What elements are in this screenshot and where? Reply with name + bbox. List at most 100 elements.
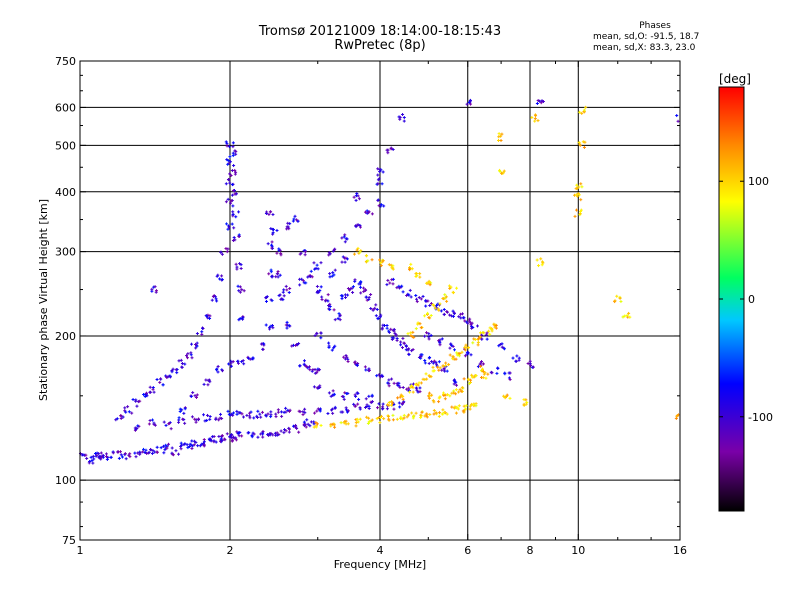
data-point-o <box>358 407 362 411</box>
data-point-x <box>414 327 418 331</box>
data-point-o <box>193 394 197 398</box>
data-point-x <box>366 421 370 425</box>
data-point-o <box>425 331 429 335</box>
data-point-o <box>120 455 124 459</box>
data-point-x <box>391 264 395 268</box>
data-point-o <box>449 342 453 346</box>
data-point-o <box>319 336 323 340</box>
data-point-x <box>409 384 413 388</box>
data-point-o <box>197 417 201 421</box>
data-point-o <box>220 278 224 282</box>
data-point-x <box>464 407 468 411</box>
data-point-x <box>408 390 412 394</box>
x-tick-label: 2 <box>227 544 234 557</box>
data-point-o <box>184 354 188 358</box>
data-point-x <box>535 258 539 262</box>
data-point-o <box>342 397 346 401</box>
data-point-o <box>265 295 269 299</box>
data-point-o <box>388 281 392 285</box>
data-point-o <box>308 368 312 372</box>
data-point-x <box>486 372 490 376</box>
data-point-o <box>431 361 435 365</box>
data-point-o <box>484 333 488 337</box>
data-point-x <box>472 375 476 379</box>
data-point-o <box>239 263 243 267</box>
data-point-o <box>238 262 242 266</box>
data-point-o <box>352 402 356 406</box>
data-point-o <box>175 371 179 375</box>
data-point-x <box>469 378 473 382</box>
data-point-o <box>287 409 291 413</box>
data-point-o <box>326 412 330 416</box>
data-point-o <box>402 119 406 123</box>
data-point-o <box>364 288 368 292</box>
data-point-x <box>534 114 538 118</box>
data-point-o <box>214 297 218 301</box>
data-point-o <box>195 332 199 336</box>
data-point-x <box>457 404 461 408</box>
data-point-o <box>340 394 344 398</box>
data-point-x <box>467 382 471 386</box>
data-point-o <box>285 227 289 231</box>
data-point-x <box>458 351 462 355</box>
phase-stats-heading: Phases <box>639 21 671 31</box>
data-point-o <box>330 274 334 278</box>
data-point-o <box>409 295 413 299</box>
data-point-o <box>95 453 99 457</box>
data-point-o <box>320 298 324 302</box>
data-point-x <box>448 353 452 357</box>
data-point-o <box>407 353 411 357</box>
data-point-o <box>315 263 319 267</box>
data-point-x <box>539 257 543 261</box>
data-point-x <box>577 193 581 197</box>
data-point-o <box>367 406 371 410</box>
data-point-o <box>417 296 421 300</box>
data-point-x <box>448 286 452 290</box>
data-point-o <box>214 440 218 444</box>
data-point-o <box>333 247 337 251</box>
data-point-x <box>432 408 436 412</box>
data-point-o <box>369 293 373 297</box>
data-point-o <box>246 431 250 435</box>
data-point-o <box>390 336 394 340</box>
data-point-o <box>511 356 515 360</box>
data-point-o <box>389 147 393 151</box>
data-point-o <box>293 425 297 429</box>
data-point-o <box>224 247 228 251</box>
data-point-x <box>463 345 467 349</box>
data-point-o <box>111 451 115 455</box>
data-point-o <box>208 314 212 318</box>
data-point-o <box>355 364 359 368</box>
data-point-o <box>148 385 152 389</box>
data-point-o <box>354 394 358 398</box>
data-point-x <box>484 376 488 380</box>
data-point-o <box>234 152 238 156</box>
data-point-x <box>437 414 441 418</box>
data-point-o <box>452 382 456 386</box>
data-point-o <box>327 253 331 257</box>
data-point-o <box>226 409 230 413</box>
data-point-x <box>387 401 391 405</box>
data-point-o <box>85 456 89 460</box>
data-point-o <box>438 343 442 347</box>
data-point-o <box>119 416 123 420</box>
data-point-o <box>463 319 467 323</box>
data-point-o <box>346 360 350 364</box>
data-point-o <box>143 394 147 398</box>
data-point-o <box>285 320 289 324</box>
data-point-x <box>575 208 579 212</box>
data-point-x <box>468 407 472 411</box>
data-point-x <box>480 367 484 371</box>
data-point-o <box>236 359 240 363</box>
data-point-o <box>261 347 265 351</box>
data-point-x <box>418 272 422 276</box>
data-point-o <box>418 386 422 390</box>
data-point-o <box>224 182 228 186</box>
data-point-x <box>578 142 582 146</box>
data-point-o <box>238 290 242 294</box>
x-tick-label: 4 <box>377 544 384 557</box>
data-point-o <box>367 295 371 299</box>
data-point-o <box>478 362 482 366</box>
data-point-o <box>230 193 234 197</box>
data-point-o <box>468 99 472 103</box>
